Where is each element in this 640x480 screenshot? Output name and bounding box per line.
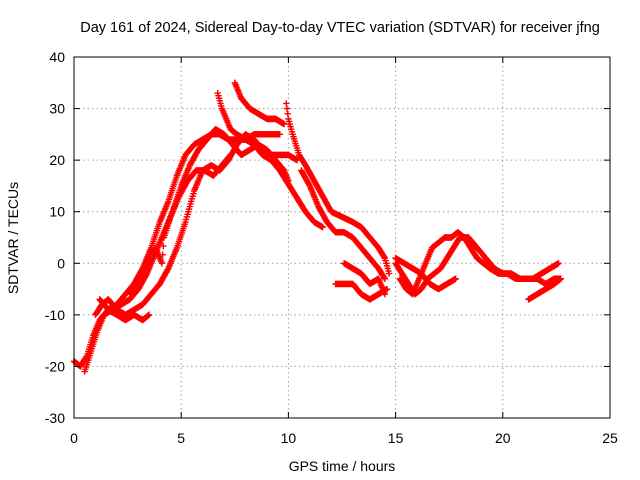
y-tick-label: 30: [49, 101, 65, 117]
data-point: [555, 260, 562, 267]
series-arc-b: [81, 126, 292, 375]
data-point: [381, 291, 389, 298]
data-point: [381, 275, 389, 282]
data-point: [164, 266, 171, 273]
series-arc-o: [525, 275, 564, 303]
data-point: [159, 251, 166, 258]
data-point: [319, 223, 326, 231]
x-tick-label: 25: [602, 430, 618, 446]
y-tick-label: -30: [45, 410, 65, 426]
data-point: [276, 131, 284, 138]
y-tick-label: 40: [49, 49, 65, 65]
data-point: [380, 253, 388, 261]
y-tick-label: 0: [57, 255, 65, 271]
data-point: [280, 120, 288, 128]
x-tick-label: 15: [388, 430, 404, 446]
y-tick-label: 10: [49, 204, 65, 220]
y-tick-label: -10: [45, 307, 65, 323]
plot-frame: [73, 56, 611, 419]
series-arc-h: [283, 100, 393, 277]
series-arc-i: [298, 167, 389, 282]
x-tick-label: 5: [177, 430, 185, 446]
data-point: [284, 110, 291, 117]
data-point: [227, 151, 234, 159]
data-point: [557, 275, 564, 282]
series-arc-f: [214, 89, 326, 231]
series-arc-k: [340, 260, 389, 298]
series-arc-g: [231, 79, 288, 128]
data-marks: [70, 79, 564, 375]
data-point: [305, 181, 313, 188]
data-point: [226, 152, 233, 160]
y-tick-label: -20: [45, 358, 65, 374]
data-point: [380, 274, 388, 281]
data-point: [160, 242, 167, 250]
data-point: [145, 311, 153, 319]
x-tick-label: 0: [70, 430, 78, 446]
data-point: [385, 270, 393, 277]
x-axis-label: GPS time / hours: [289, 458, 396, 474]
data-point: [283, 105, 291, 112]
series-arc-m: [396, 229, 562, 298]
x-tick-label: 20: [495, 430, 511, 446]
data-point: [158, 260, 166, 267]
series-arc-e: [126, 151, 234, 298]
x-tick-label: 10: [281, 430, 297, 446]
series-arc-d: [96, 296, 153, 324]
chart-title: Day 161 of 2024, Sidereal Day-to-day VTE…: [80, 20, 600, 36]
series-arc-j: [332, 280, 391, 303]
data-point: [452, 275, 459, 282]
y-axis-label: SDTVAR / TECUs: [5, 182, 21, 294]
axis-ticks: 0 5 10 15 20 25 -30 -20 -10 0 10 20 30 40: [45, 49, 618, 446]
data-point: [142, 271, 150, 279]
data-point: [283, 100, 290, 107]
y-tick-label: 20: [49, 152, 65, 168]
series-arc-n: [392, 254, 459, 293]
